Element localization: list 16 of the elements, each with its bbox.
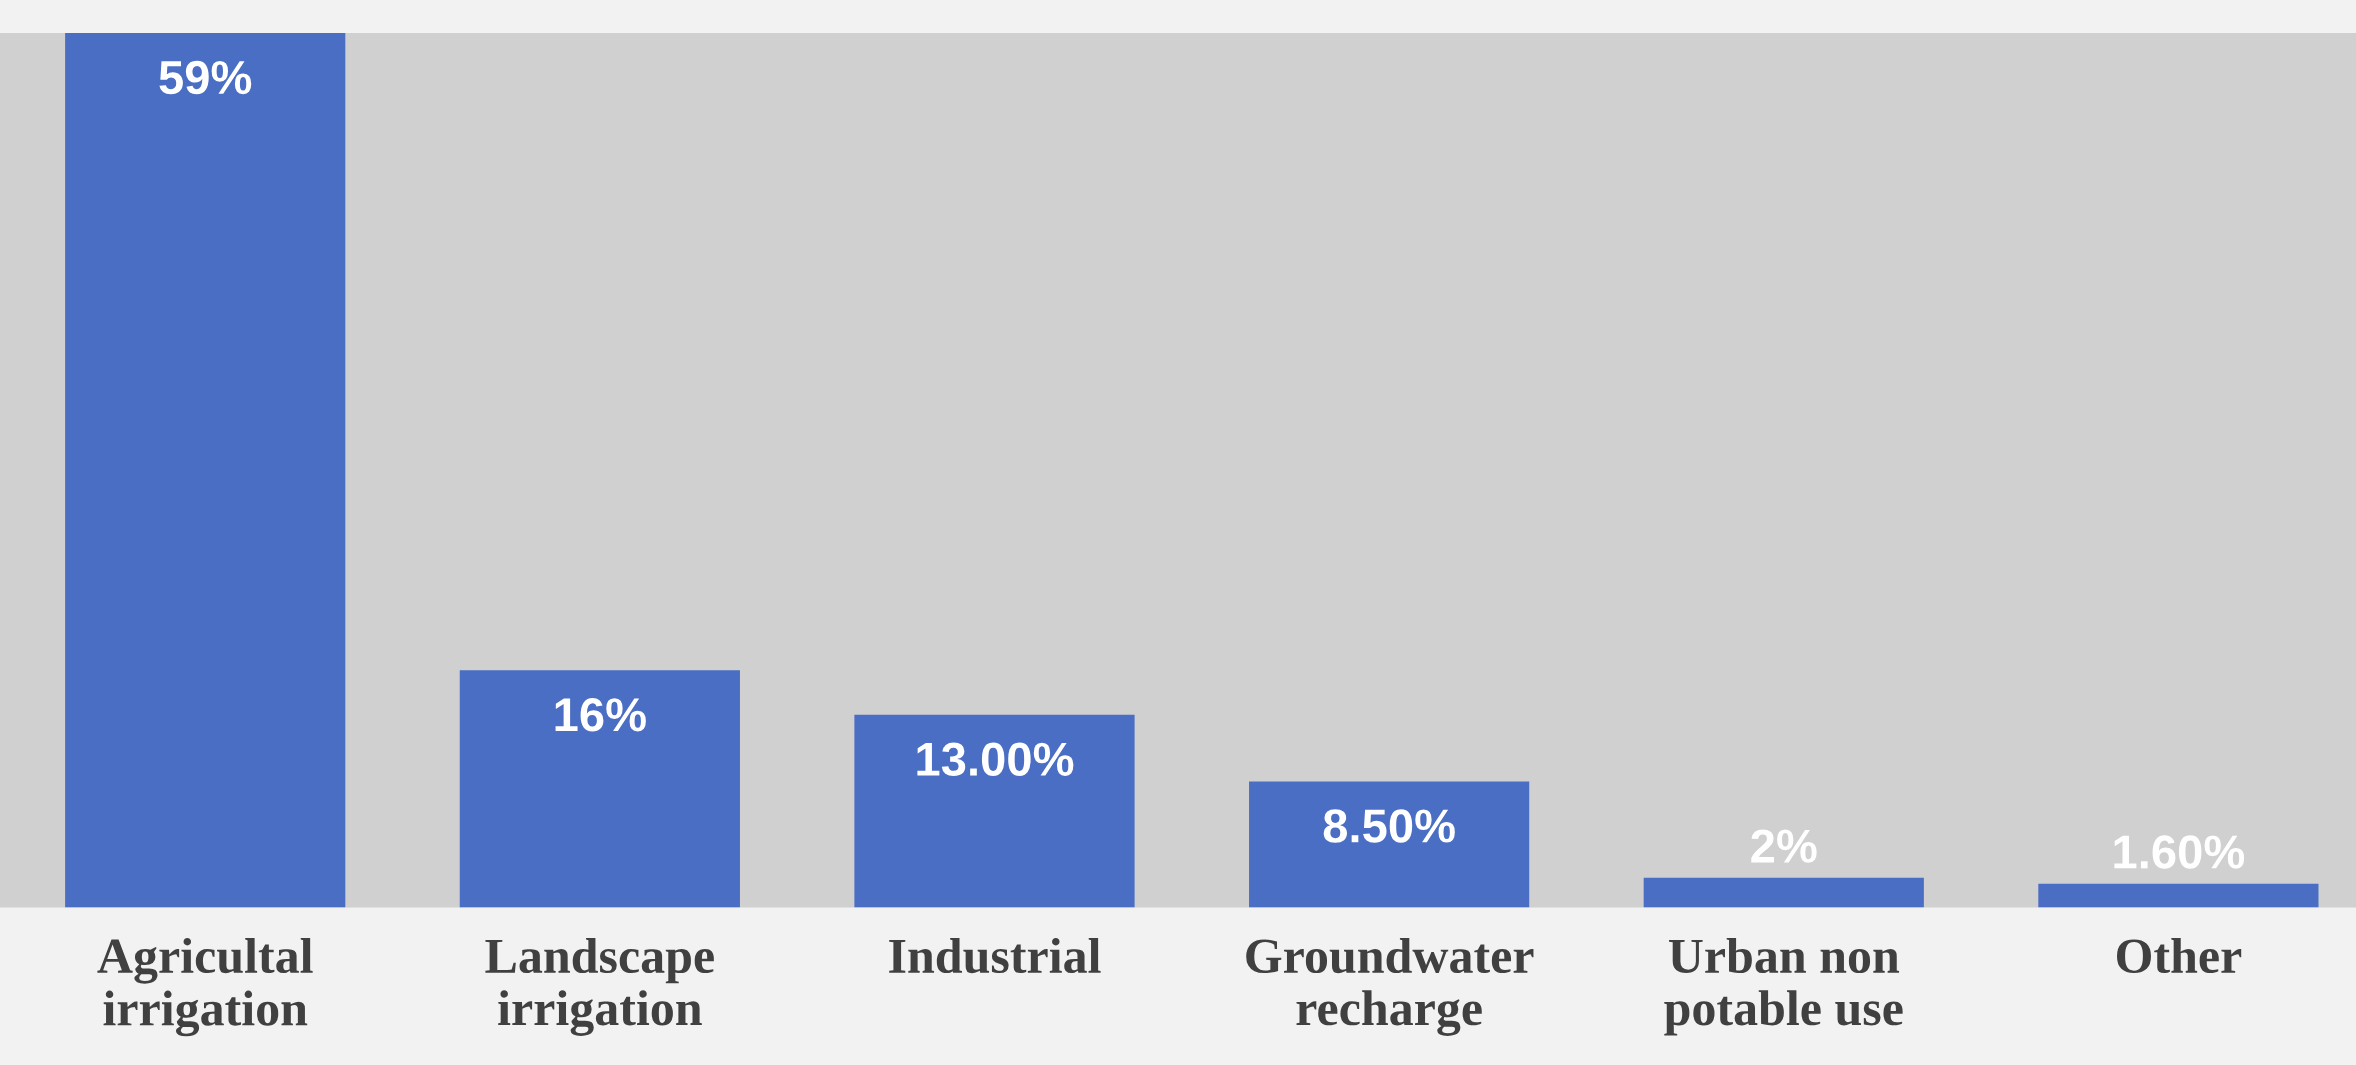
x-tick-label: Agricultal irrigation	[97, 937, 313, 1037]
bar	[854, 714, 1135, 908]
x-tick-label: Groundwater recharge	[1246, 937, 1534, 1036]
data-label: 16%	[555, 698, 646, 732]
data-label: 8.50%	[1323, 809, 1455, 843]
bar	[1643, 877, 1924, 908]
x-tick-label: Industrial	[889, 937, 1101, 974]
bar	[2038, 883, 2319, 908]
x-tick-label: Other	[2116, 937, 2242, 974]
data-label: 59%	[159, 60, 252, 95]
data-label: 13.00%	[917, 742, 1074, 777]
bar	[1249, 781, 1530, 908]
bar	[459, 670, 740, 908]
x-tick-label: Urban non potable use	[1664, 937, 1903, 1036]
bar	[65, 33, 346, 908]
x-tick-label: Landscape irrigation	[485, 937, 714, 1036]
